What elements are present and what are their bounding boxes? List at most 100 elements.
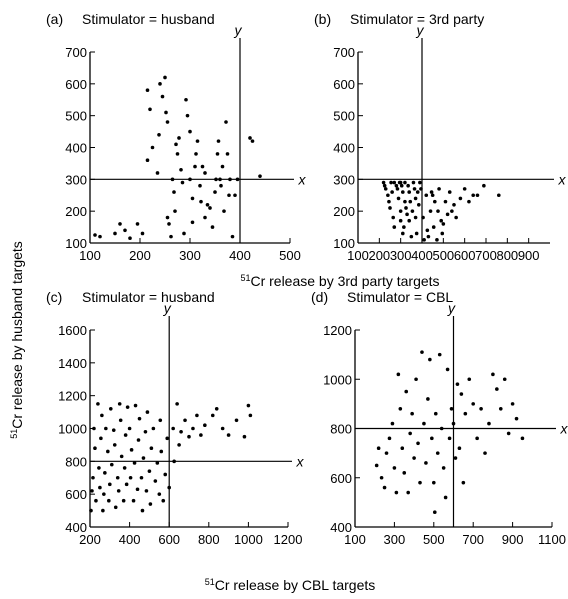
data-point (136, 438, 141, 442)
x-tick-label: 600 (454, 248, 476, 263)
data-point (491, 372, 495, 377)
data-point (410, 411, 414, 416)
panel-label: (b) (314, 11, 331, 27)
data-point (483, 451, 487, 455)
data-point (210, 413, 215, 418)
data-point (389, 180, 393, 185)
data-point (214, 177, 218, 182)
data-point (417, 203, 421, 207)
data-point (191, 426, 195, 431)
y-axis-title-superscript: 51 (9, 429, 19, 439)
data-point (140, 508, 145, 513)
data-point (441, 222, 446, 226)
data-point (93, 446, 97, 451)
reference-label-vertical: y (416, 22, 425, 38)
data-point (435, 451, 440, 455)
data-point (148, 107, 152, 112)
y-tick-label: 1600 (58, 323, 87, 338)
data-point (155, 171, 160, 175)
data-point (248, 413, 253, 418)
data-point (172, 459, 176, 464)
x-tick-label: 100 (79, 248, 101, 263)
data-point (425, 228, 430, 233)
data-point (158, 418, 163, 423)
x-tick-label: 1000 (234, 532, 263, 547)
data-point (173, 209, 177, 213)
data-point (412, 187, 417, 191)
x-tick-label: 800 (496, 248, 518, 263)
data-point (452, 203, 456, 207)
data-point (161, 498, 166, 503)
data-point (203, 423, 207, 428)
data-point (195, 139, 200, 143)
y-tick-label: 800 (330, 422, 352, 437)
data-point (437, 187, 441, 191)
data-point (177, 443, 181, 447)
data-point (463, 411, 468, 416)
data-point (411, 180, 416, 185)
panel-title: Stimulator = CBL (347, 289, 453, 305)
y-tick-label: 1000 (58, 422, 87, 437)
data-point (233, 193, 237, 198)
data-point (106, 449, 110, 454)
data-point (384, 451, 389, 455)
panel-title: Stimulator = 3rd party (350, 11, 484, 27)
x-tick-label: 600 (158, 532, 180, 547)
data-point (184, 97, 188, 102)
data-point (250, 139, 255, 143)
data-point (143, 429, 148, 434)
data-point (246, 403, 251, 408)
data-point (203, 171, 207, 175)
x-tick-label: 100 (344, 532, 366, 547)
data-point (443, 495, 448, 500)
data-point (258, 174, 262, 178)
data-point (430, 193, 435, 198)
data-point (387, 436, 392, 441)
data-point (102, 492, 106, 496)
y-tick-label: 400 (333, 141, 355, 156)
panel-1: 100 200 300 400 500 600 700 100 200 300 400 500 y x (a… (46, 11, 307, 263)
data-point (100, 413, 104, 418)
data-point (218, 177, 222, 182)
data-point (449, 407, 454, 411)
data-point (163, 75, 167, 80)
reference-label-horizontal: x (296, 453, 305, 469)
data-point (175, 152, 180, 156)
y-tick-label: 700 (333, 45, 355, 60)
data-point (98, 485, 102, 490)
data-point (242, 434, 247, 439)
x-tick-label: 200 (129, 248, 151, 263)
data-point (407, 218, 412, 223)
y-tick-label: 100 (65, 236, 87, 251)
data-point (420, 350, 424, 354)
data-point (497, 193, 501, 198)
data-point (441, 466, 446, 470)
data-point (248, 136, 252, 140)
data-point (220, 164, 225, 169)
data-point (203, 215, 207, 220)
data-point (467, 377, 472, 382)
data-point (93, 233, 97, 237)
y-tick-label: 400 (65, 520, 87, 535)
x-tick-label: 800 (198, 532, 220, 547)
y-tick-label: 400 (330, 520, 352, 535)
data-point (96, 402, 100, 406)
panel-4: 400 600 800 1000 1200 100 300 500 700 900 1100 y x (d… (311, 289, 568, 547)
reference-label-vertical: y (234, 22, 243, 38)
data-point (137, 416, 142, 421)
data-point (165, 120, 170, 124)
data-point (219, 183, 223, 188)
x-axis-title-top-main: Cr release by 3rd party targets (250, 273, 439, 289)
data-point (101, 508, 105, 513)
data-point (180, 180, 185, 185)
data-point (453, 456, 458, 460)
data-point (157, 492, 162, 496)
data-point (148, 502, 153, 506)
data-point (404, 389, 409, 394)
data-point (230, 234, 235, 239)
data-point (144, 489, 149, 493)
reference-label-horizontal: x (558, 171, 567, 187)
data-point (128, 475, 133, 480)
